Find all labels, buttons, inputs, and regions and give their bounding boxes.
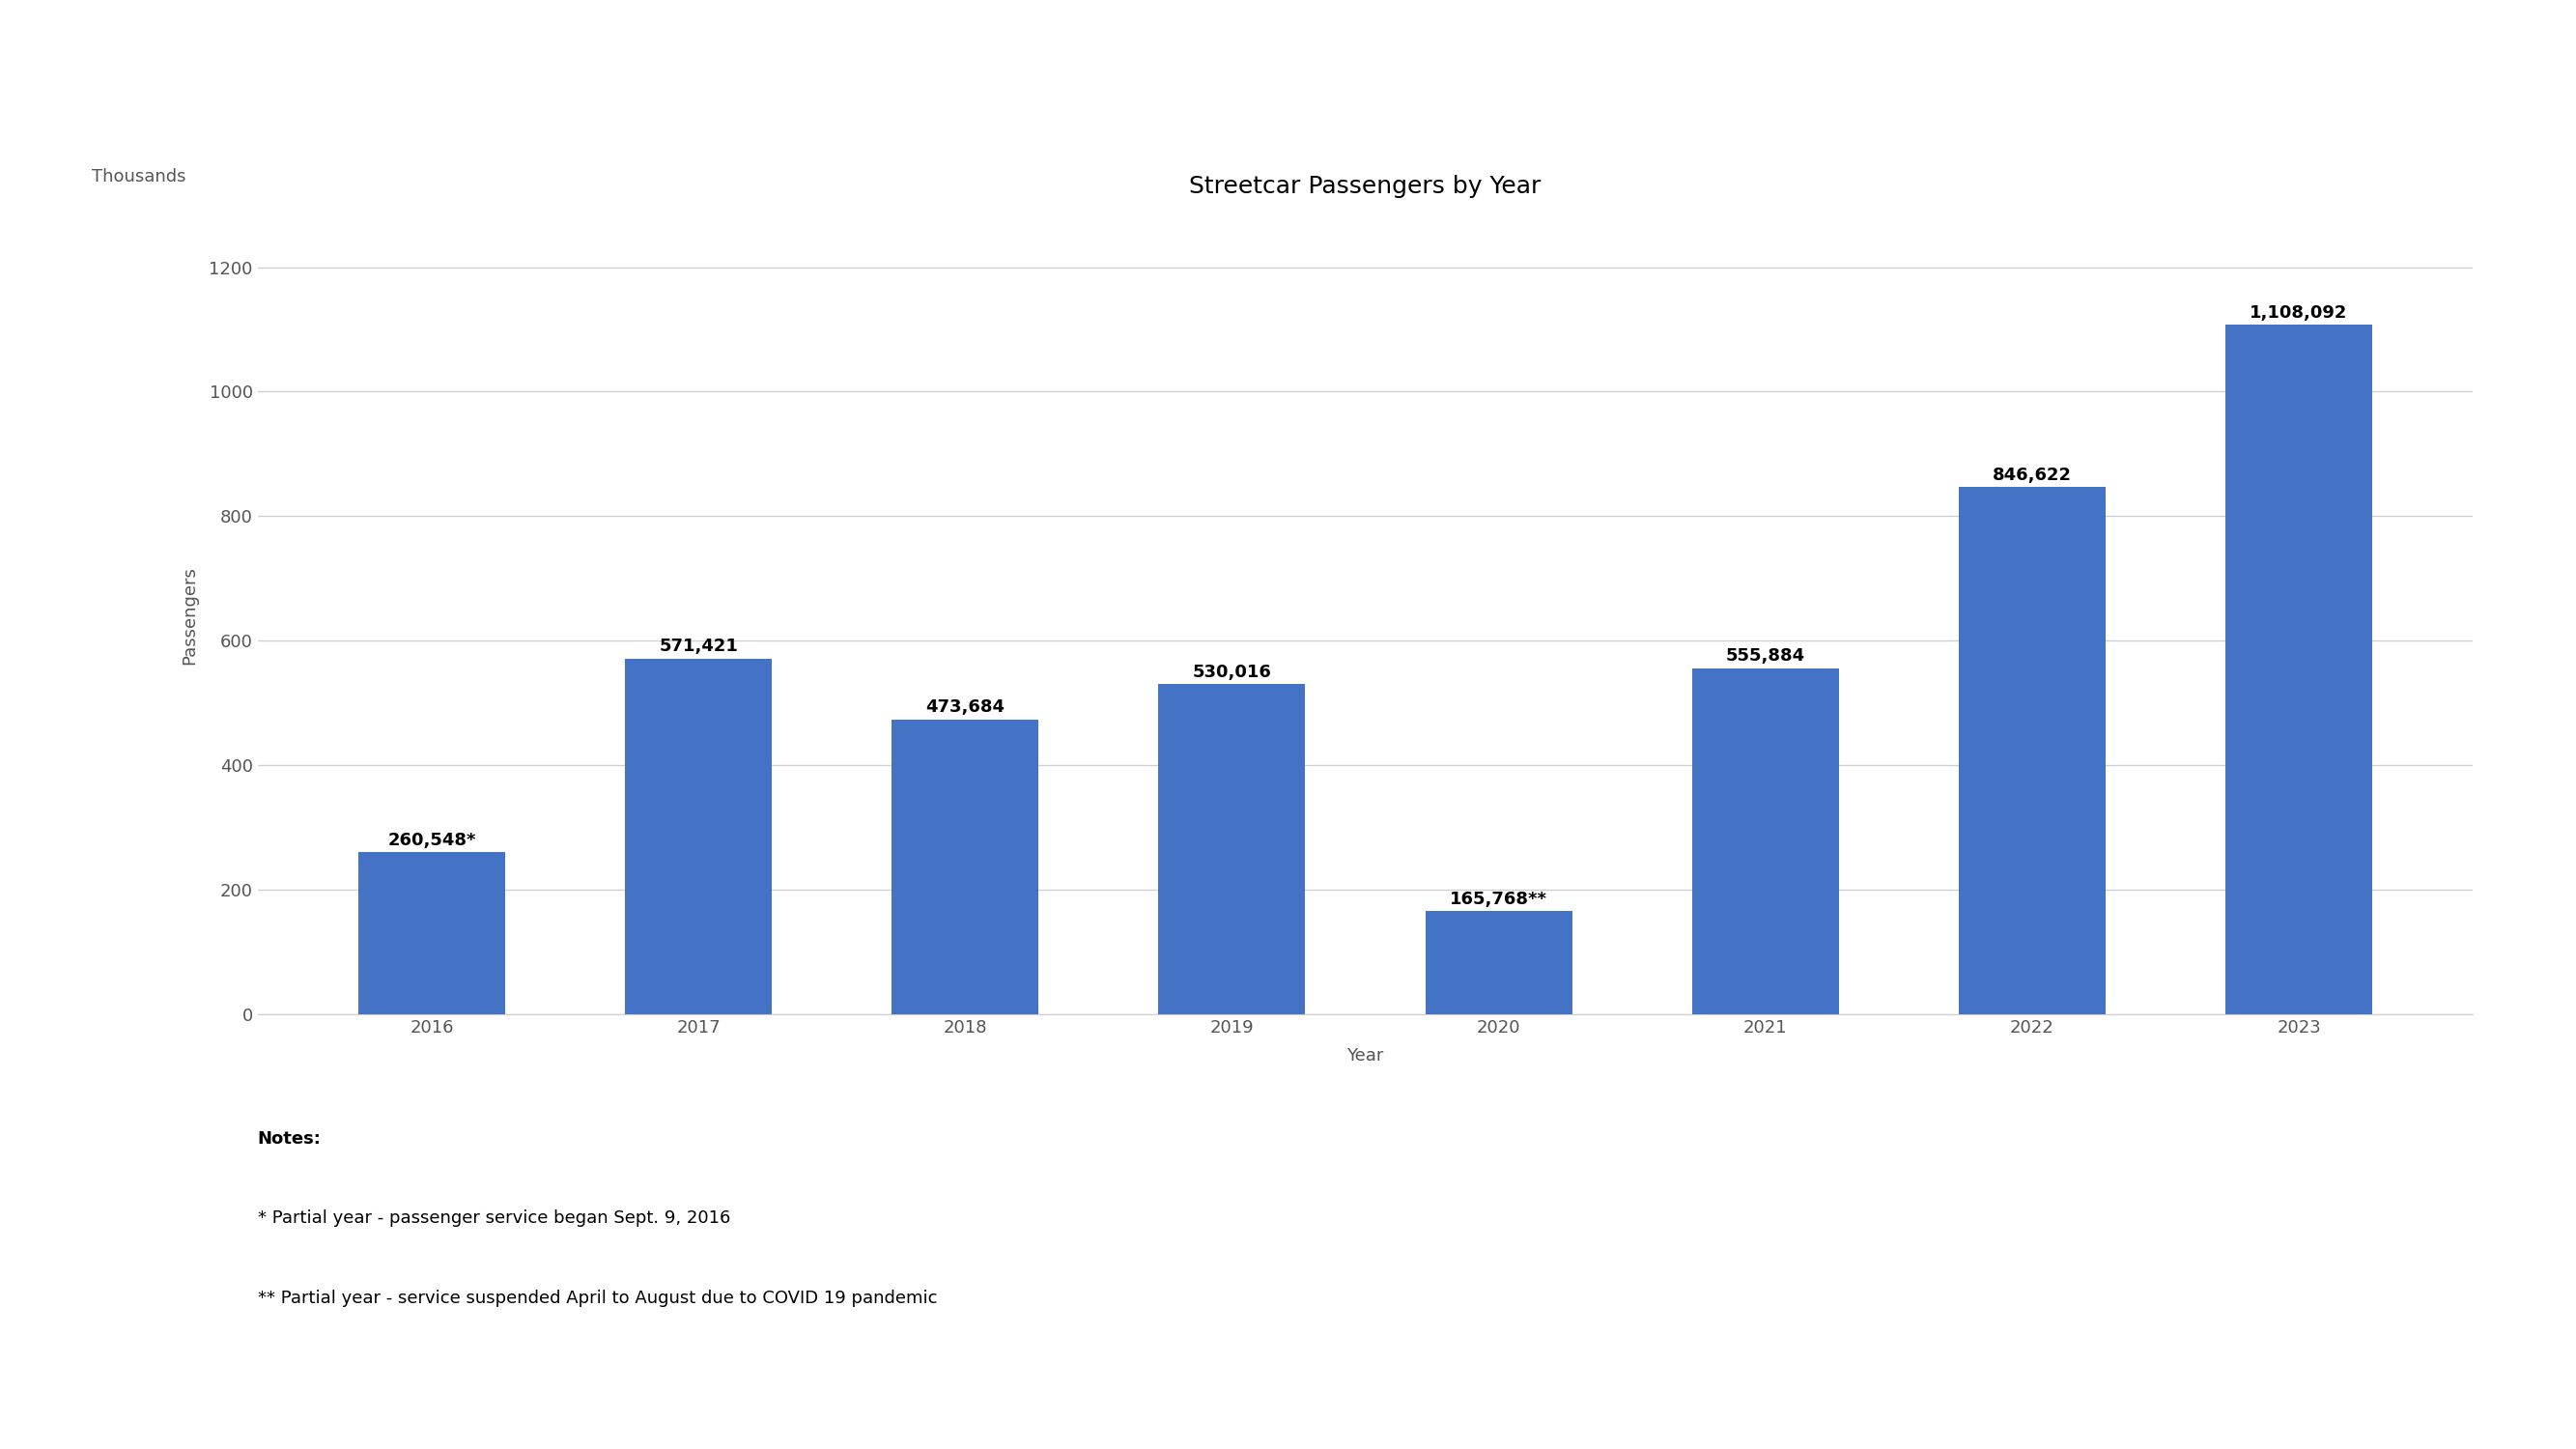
Bar <box>358 852 505 1014</box>
Text: 846,622: 846,622 <box>1994 467 2071 484</box>
Bar <box>1692 668 1839 1014</box>
Bar <box>1958 487 2105 1014</box>
Text: 165,768**: 165,768** <box>1450 891 1548 909</box>
Bar <box>1425 911 1571 1014</box>
Text: 571,421: 571,421 <box>659 638 737 655</box>
Bar <box>1159 684 1306 1014</box>
Text: 473,684: 473,684 <box>925 698 1005 716</box>
Y-axis label: Passengers: Passengers <box>180 567 198 665</box>
Title: Streetcar Passengers by Year: Streetcar Passengers by Year <box>1190 175 1540 199</box>
Text: 530,016: 530,016 <box>1193 664 1273 681</box>
Text: 555,884: 555,884 <box>1726 648 1806 665</box>
Text: 260,548*: 260,548* <box>386 832 477 849</box>
Text: Thousands: Thousands <box>93 168 185 185</box>
Text: * Partial year - passenger service began Sept. 9, 2016: * Partial year - passenger service began… <box>258 1210 729 1227</box>
Text: Notes:: Notes: <box>258 1130 322 1148</box>
Bar <box>2226 325 2372 1014</box>
X-axis label: Year: Year <box>1347 1048 1383 1065</box>
Text: 1,108,092: 1,108,092 <box>2249 304 2347 322</box>
Bar <box>891 719 1038 1014</box>
Text: ** Partial year - service suspended April to August due to COVID 19 pandemic: ** Partial year - service suspended Apri… <box>258 1290 938 1307</box>
Bar <box>626 658 773 1014</box>
